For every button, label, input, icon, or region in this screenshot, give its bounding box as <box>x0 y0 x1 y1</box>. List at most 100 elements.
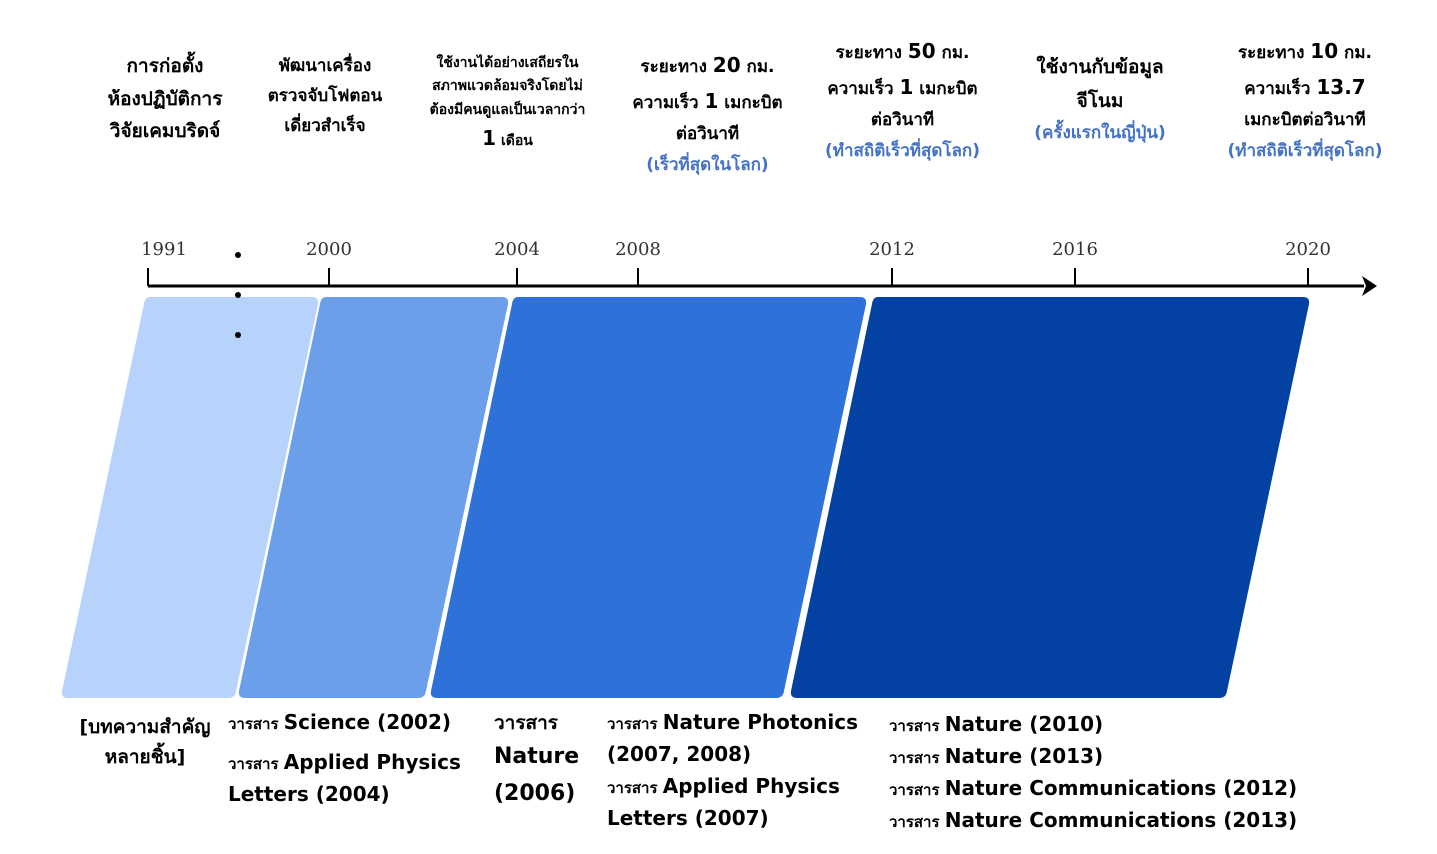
publications-era-2: วารสาร Science (2002) วารสาร Applied Phy… <box>228 706 461 810</box>
milestone-text: ห้องปฏิบัติการ <box>107 87 223 110</box>
milestone-2000: พัฒนาเครื่อง ตรวจจับโฟตอน เดี่ยวสำเร็จ <box>240 52 410 141</box>
publication-entry: วารสาร Applied Physics <box>228 746 461 778</box>
milestone-text: กม. <box>1338 43 1373 63</box>
milestone-2020: ระยะทาง 10 กม. ความเร็ว 13.7 เมกะบิตต่อว… <box>1195 33 1415 166</box>
publication-text: [บทความสำคัญ <box>79 716 211 738</box>
milestone-note: (ทำสถิติเร็วที่สุดโลก) <box>1227 140 1383 161</box>
milestone-2012: ระยะทาง 50 กม. ความเร็ว 1 เมกะบิต ต่อวิน… <box>795 33 1010 166</box>
publication-title: Nature Communications (2012) <box>944 776 1298 800</box>
publications-era-4: วารสาร Nature Photonics (2007, 2008) วาร… <box>607 706 858 834</box>
band-era-3 <box>430 297 867 698</box>
milestone-text: จีโนม <box>1076 90 1124 113</box>
milestone-text: กม. <box>935 43 970 63</box>
year-label: 2012 <box>869 239 915 260</box>
milestone-text: เดี่ยวสำเร็จ <box>284 115 366 136</box>
milestone-text: เมกะบิตต่อวินาที <box>1244 110 1366 130</box>
publication-title: Science (2002) <box>283 710 452 734</box>
publication-title: Letters (2004) <box>228 782 390 806</box>
journal-prefix: วารสาร <box>494 712 559 734</box>
milestone-number: 10 <box>1310 39 1339 63</box>
milestone-text: ระยะทาง <box>835 43 908 63</box>
year-label: 2000 <box>306 239 352 260</box>
ellipsis-dot <box>235 292 241 298</box>
journal-prefix: วารสาร <box>889 717 945 735</box>
publication-entry: วารสาร Applied Physics <box>607 770 858 802</box>
publication-title: Nature (2013) <box>944 744 1104 768</box>
milestone-text: 1 เดือน <box>410 122 605 155</box>
journal-prefix: วารสาร <box>889 749 945 767</box>
milestone-2008: ระยะทาง 20 กม. ความเร็ว 1 เมกะบิต ต่อวิน… <box>605 47 810 180</box>
publication-title: (2006) <box>494 780 576 806</box>
band-era-1 <box>61 297 319 698</box>
milestone-text: ระยะทาง <box>640 57 713 77</box>
publication-title: Nature (2010) <box>944 712 1104 736</box>
milestone-note: (ครั้งแรกในญี่ปุ่น) <box>1034 123 1166 144</box>
journal-prefix: วารสาร <box>228 755 284 773</box>
milestone-number: 1 <box>704 89 719 113</box>
milestone-number: 13.7 <box>1316 75 1366 99</box>
milestone-text: เมกะบิต <box>718 93 783 113</box>
publication-entry: วารสาร Science (2002) <box>228 706 461 738</box>
milestone-line: ความเร็ว 1 เมกะบิต <box>795 69 1010 105</box>
milestone-number: 1 <box>482 126 497 151</box>
milestone-line: ระยะทาง 50 กม. <box>795 33 1010 69</box>
milestone-note: (เร็วที่สุดในโลก) <box>646 154 769 175</box>
arrow-head-icon <box>1362 276 1377 296</box>
publications-era-1: [บทความสำคัญ หลายชิ้น] <box>60 712 230 773</box>
year-label: 2008 <box>615 239 661 260</box>
milestone-number: 20 <box>712 53 741 77</box>
publication-entry: วารสาร Nature (2010) <box>889 708 1297 740</box>
journal-prefix: วารสาร <box>889 781 945 799</box>
milestone-text: พัฒนาเครื่อง <box>278 56 372 76</box>
milestone-number: 1 <box>899 75 914 99</box>
publication-entry: วารสาร Nature Communications (2012) <box>889 772 1297 804</box>
milestone-text: ความเร็ว <box>827 79 900 99</box>
journal-prefix: วารสาร <box>228 715 284 733</box>
year-label: 2020 <box>1285 239 1331 260</box>
ellipsis-dot <box>235 332 241 338</box>
milestone-line: ความเร็ว 1 เมกะบิต <box>605 83 810 119</box>
band-era-4 <box>790 297 1310 698</box>
year-labels: 1991 2000 2004 2008 2012 2016 2020 <box>141 239 1331 260</box>
publication-entry: วารสาร Nature Photonics <box>607 706 858 738</box>
milestone-text: ใช้งานได้อย่างเสถียรใน <box>436 55 579 71</box>
milestone-2016: ใช้งานกับข้อมูล จีโนม (ครั้งแรกในญี่ปุ่น… <box>1005 50 1195 149</box>
milestone-line: ความเร็ว 13.7 <box>1195 69 1415 105</box>
year-label: 1991 <box>141 239 187 260</box>
milestone-text: ความเร็ว <box>632 93 705 113</box>
journal-prefix: วารสาร <box>889 813 945 831</box>
publication-title: Applied Physics <box>283 750 461 774</box>
band-era-2 <box>238 297 509 698</box>
milestone-text: ตรวจจับโฟตอน <box>267 85 383 106</box>
milestone-text: ความเร็ว <box>1244 79 1317 99</box>
milestone-text: กม. <box>740 57 775 77</box>
milestone-text: วิจัยเคมบริดจ์ <box>109 120 221 143</box>
milestone-text: เดือน <box>496 133 533 150</box>
journal-prefix: วารสาร <box>607 715 663 733</box>
publication-title: (2007, 2008) <box>607 742 752 766</box>
milestone-line: ระยะทาง 10 กม. <box>1195 33 1415 69</box>
publications-era-3: วารสาร Nature (2006) <box>494 708 579 812</box>
milestone-text: ระยะทาง <box>1237 43 1311 63</box>
milestone-note: (ทำสถิติเร็วที่สุดโลก) <box>825 140 980 161</box>
publication-entry: วารสาร Nature (2013) <box>889 740 1297 772</box>
milestone-text: สภาพแวดล้อมจริงโดยไม่ <box>432 78 583 95</box>
publication-title: Nature <box>494 744 580 770</box>
milestone-text: ใช้งานกับข้อมูล <box>1036 56 1164 78</box>
publication-text: หลายชิ้น] <box>104 746 186 769</box>
publications-era-5: วารสาร Nature (2010) วารสาร Nature (2013… <box>889 708 1297 836</box>
milestone-text: ต่อวินาที <box>675 124 740 144</box>
timeline-bands <box>61 297 1310 698</box>
timeline-axis <box>147 252 1377 338</box>
publication-title: Nature Photonics <box>662 710 858 734</box>
publication-entry: วารสาร Nature Communications (2013) <box>889 804 1297 836</box>
year-label: 2004 <box>494 239 540 260</box>
ellipsis-dot <box>235 252 241 258</box>
milestone-text: ต่อวินาที <box>870 110 935 130</box>
journal-prefix: วารสาร <box>607 779 663 797</box>
milestone-1991: การก่อตั้ง ห้องปฏิบัติการ วิจัยเคมบริดจ์ <box>80 50 250 148</box>
milestone-text: ต้องมีคนดูแลเป็นเวลากว่า <box>429 101 586 118</box>
milestone-number: 50 <box>907 39 936 63</box>
milestone-text: การก่อตั้ง <box>126 55 204 77</box>
